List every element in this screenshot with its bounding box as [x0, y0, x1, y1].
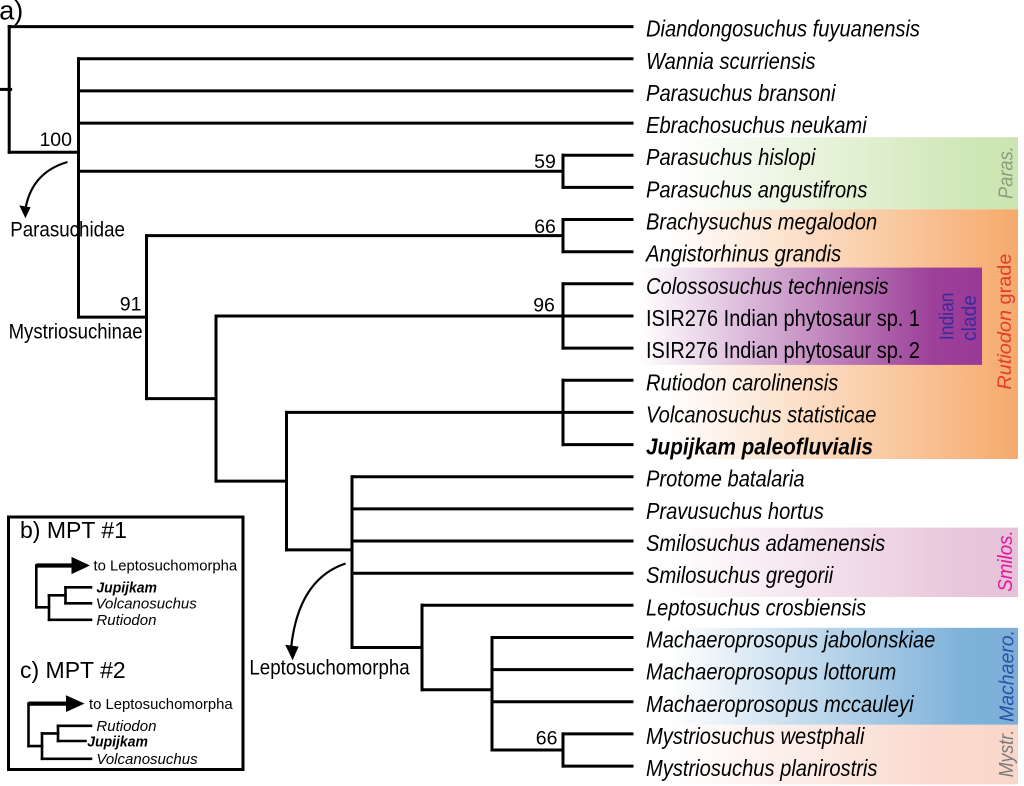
- svg-text:Wannia scurriensis: Wannia scurriensis: [646, 48, 816, 74]
- svg-text:59: 59: [534, 151, 556, 173]
- svg-text:to Leptosuchomorpha: to Leptosuchomorpha: [94, 558, 238, 575]
- svg-text:Machaeroprosopus mccauleyi: Machaeroprosopus mccauleyi: [646, 691, 914, 717]
- svg-text:100: 100: [39, 129, 72, 151]
- svg-text:Jupijkam: Jupijkam: [87, 733, 148, 750]
- svg-text:Rutiodon grade: Rutiodon grade: [994, 254, 1016, 390]
- svg-text:Mystriosuchus westphali: Mystriosuchus westphali: [646, 723, 865, 749]
- svg-text:Brachysuchus megalodon: Brachysuchus megalodon: [646, 209, 877, 235]
- svg-text:Protome batalaria: Protome batalaria: [646, 466, 805, 492]
- svg-text:Leptosuchus crosbiensis: Leptosuchus crosbiensis: [646, 594, 866, 620]
- svg-text:Volcanosuchus statisticae: Volcanosuchus statisticae: [646, 401, 876, 427]
- svg-text:Rutiodon: Rutiodon: [96, 718, 156, 735]
- svg-text:c) MPT #2: c) MPT #2: [20, 657, 126, 683]
- svg-text:Machaeroprosopus jabolonskiae: Machaeroprosopus jabolonskiae: [646, 627, 935, 653]
- svg-text:Jupijkam paleofluvialis: Jupijkam paleofluvialis: [646, 434, 873, 460]
- svg-text:Volcanosuchus: Volcanosuchus: [96, 751, 198, 768]
- svg-text:Smilos.: Smilos.: [995, 530, 1017, 591]
- svg-text:Parasuchus hislopi: Parasuchus hislopi: [646, 144, 816, 170]
- svg-text:ISIR276 Indian phytosaur sp. 2: ISIR276 Indian phytosaur sp. 2: [646, 337, 920, 363]
- svg-text:Jupijkam: Jupijkam: [96, 580, 157, 597]
- svg-text:Smilosuchus gregorii: Smilosuchus gregorii: [646, 562, 834, 588]
- svg-text:Parasuchus angustifrons: Parasuchus angustifrons: [646, 176, 868, 202]
- svg-text:96: 96: [533, 294, 555, 316]
- svg-text:Ebrachosuchus neukami: Ebrachosuchus neukami: [646, 112, 867, 138]
- svg-text:to Leptosuchomorpha: to Leptosuchomorpha: [89, 696, 233, 713]
- svg-text:Paras.: Paras.: [996, 146, 1018, 199]
- svg-text:Machaero.: Machaero.: [997, 630, 1019, 722]
- svg-text:clade: clade: [958, 295, 981, 341]
- svg-text:Leptosuchomorpha: Leptosuchomorpha: [249, 657, 410, 680]
- svg-text:Mystriosuchinae: Mystriosuchinae: [9, 321, 143, 344]
- svg-text:Smilosuchus adamenensis: Smilosuchus adamenensis: [646, 530, 885, 556]
- svg-text:Angistorhinus grandis: Angistorhinus grandis: [644, 241, 841, 267]
- svg-text:Parasuchus bransoni: Parasuchus bransoni: [646, 80, 836, 106]
- svg-text:Mystriosuchus planirostris: Mystriosuchus planirostris: [646, 755, 878, 781]
- svg-text:(a): (a): [0, 0, 23, 25]
- svg-text:Diandongosuchus fuyuanensis: Diandongosuchus fuyuanensis: [646, 16, 920, 42]
- svg-text:ISIR276 Indian phytosaur sp. 1: ISIR276 Indian phytosaur sp. 1: [646, 305, 920, 331]
- svg-text:Rutiodon: Rutiodon: [96, 612, 156, 629]
- svg-text:Mystr.: Mystr.: [996, 730, 1018, 778]
- svg-text:66: 66: [536, 727, 558, 749]
- svg-text:Rutiodon carolinensis: Rutiodon carolinensis: [646, 369, 839, 395]
- svg-text:66: 66: [534, 216, 556, 238]
- svg-text:91: 91: [120, 294, 142, 316]
- svg-text:Machaeroprosopus lottorum: Machaeroprosopus lottorum: [646, 659, 896, 685]
- svg-text:Pravusuchus hortus: Pravusuchus hortus: [646, 498, 824, 524]
- svg-text:Parasuchidae: Parasuchidae: [10, 219, 125, 242]
- svg-text:Colossosuchus techniensis: Colossosuchus techniensis: [646, 273, 889, 299]
- svg-text:Indian: Indian: [936, 293, 959, 341]
- svg-text:Volcanosuchus: Volcanosuchus: [96, 596, 198, 613]
- svg-text:b) MPT #1: b) MPT #1: [20, 517, 127, 543]
